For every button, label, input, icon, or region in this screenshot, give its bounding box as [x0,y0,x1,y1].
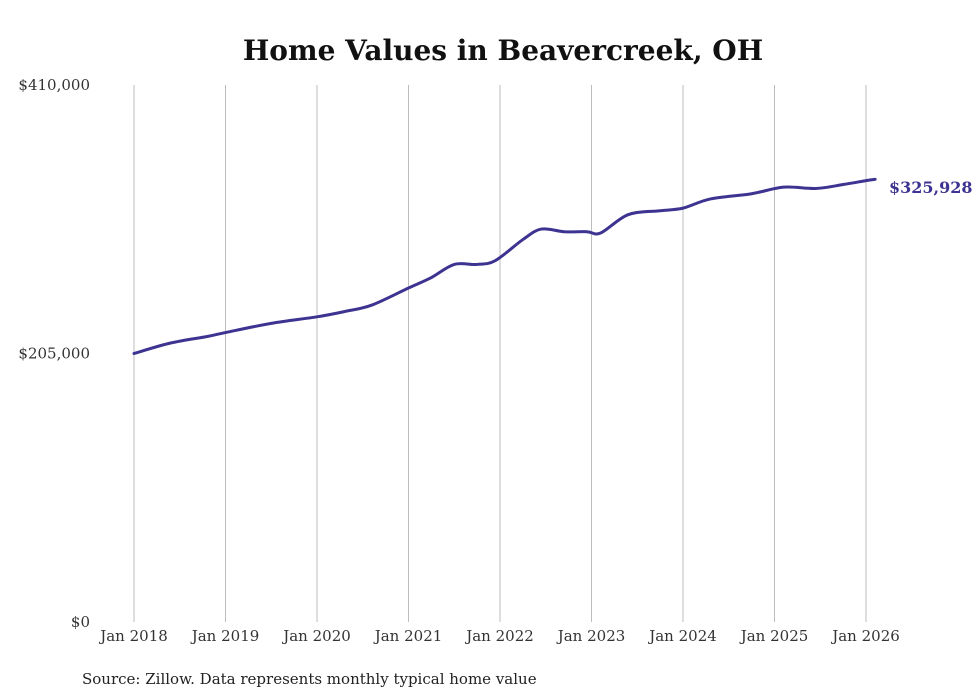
x-tick-label: Jan 2020 [281,627,351,645]
x-tick-label: Jan 2021 [373,627,443,645]
x-axis-ticks: Jan 2018 Jan 2019 Jan 2020 Jan 2021 Jan 2022… [98,627,900,645]
y-tick-label: $0 [71,613,90,631]
x-tick-label: Jan 2025 [739,627,809,645]
x-tick-label: Jan 2018 [98,627,168,645]
x-tick-label: Jan 2026 [830,627,900,645]
x-tick-label: Jan 2019 [190,627,260,645]
chart-title: Home Values in Beavercreek, OH [243,34,763,67]
series-layer [132,177,877,355]
x-tick-label: Jan 2023 [556,627,626,645]
x-tick-label: Jan 2024 [647,627,717,645]
source-note: Source: Zillow. Data represents monthly … [82,670,537,688]
y-tick-label: $205,000 [18,345,90,363]
series-line-0 [132,177,877,355]
y-tick-label: $410,000 [18,76,90,94]
y-axis-ticks: $0 $205,000 $410,000 [18,76,90,631]
end-value-label: $325,928 [889,178,973,197]
gridlines [133,85,867,622]
x-tick-label: Jan 2022 [464,627,534,645]
